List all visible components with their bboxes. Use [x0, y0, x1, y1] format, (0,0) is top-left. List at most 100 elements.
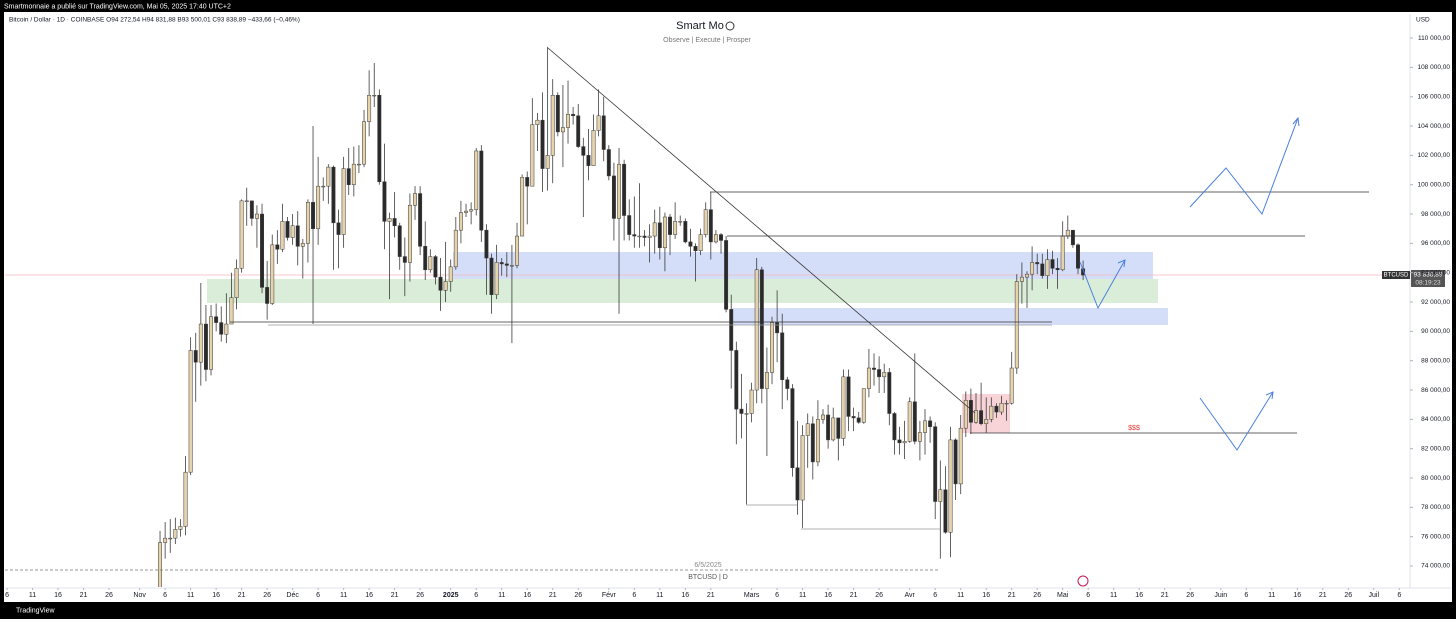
- x-tick-label: 21: [850, 592, 858, 599]
- candle-body: [311, 202, 315, 229]
- candle-body: [917, 432, 922, 442]
- candle-body: [433, 256, 438, 278]
- candle-body: [866, 367, 871, 389]
- projection-path: [1079, 259, 1126, 310]
- x-tick-label: 16: [1293, 592, 1301, 599]
- x-tick-label: 6: [1086, 592, 1090, 599]
- x-tick-label: 11: [957, 592, 964, 599]
- candle-body: [642, 235, 647, 238]
- candle-body: [790, 388, 795, 469]
- y-tick-label: 74 000,00: [1421, 563, 1450, 570]
- candle-body: [780, 332, 785, 381]
- candle-body: [1076, 244, 1080, 269]
- candle-body: [367, 94, 372, 122]
- candle-body: [453, 229, 458, 268]
- x-tick-label: 11: [29, 592, 36, 599]
- candle-body: [713, 234, 718, 243]
- x-tick-label: Juin: [1214, 592, 1227, 599]
- candle-body: [581, 146, 586, 156]
- candle-body: [464, 210, 468, 213]
- price-tag-price: 93 838,89: [1414, 272, 1443, 279]
- candle-body: [974, 410, 978, 423]
- candle-body: [989, 405, 994, 420]
- candle-body: [239, 200, 244, 269]
- candle-body: [1035, 262, 1040, 265]
- arrow-head: [1292, 116, 1300, 127]
- candle-body: [474, 150, 479, 210]
- candle-body: [586, 155, 591, 166]
- candle-body: [938, 489, 943, 502]
- y-tick-label: 88 000,00: [1421, 357, 1450, 364]
- candle-body: [560, 127, 565, 133]
- candle-body: [815, 419, 820, 463]
- candle-body: [418, 193, 423, 247]
- date-label: 6/5/2025: [694, 562, 721, 569]
- candle-body: [392, 218, 397, 227]
- candle-body: [1055, 268, 1060, 271]
- x-tick-label: Avr: [905, 592, 916, 599]
- candle-body: [627, 215, 632, 235]
- trend-line: [547, 47, 976, 414]
- x-tick-label: 6: [933, 592, 937, 599]
- candle-body: [270, 244, 275, 304]
- x-tick-label: 2025: [443, 592, 459, 599]
- x-tick-label: 21: [80, 592, 88, 599]
- candle-body: [168, 537, 173, 540]
- candle-body: [566, 114, 570, 128]
- candle-body: [611, 175, 616, 219]
- y-tick-label: 108 000,00: [1417, 64, 1450, 71]
- frame-left: [0, 12, 4, 602]
- candle-body: [285, 221, 290, 238]
- y-tick-label: 84 000,00: [1421, 416, 1450, 423]
- candle-body: [265, 287, 270, 304]
- candle-body: [841, 376, 846, 439]
- candle-body: [1065, 229, 1070, 237]
- y-tick-label: 98 000,00: [1421, 211, 1450, 218]
- candle-body: [754, 269, 759, 391]
- candle-body: [372, 94, 377, 97]
- x-tick-label: 6: [163, 592, 167, 599]
- x-tick-label: 11: [340, 592, 347, 599]
- candle-body: [183, 471, 188, 527]
- publisher-text: Smartmonnaie a publié sur TradingView.co…: [4, 3, 231, 10]
- candle-body: [249, 200, 254, 219]
- candle-body: [632, 234, 637, 237]
- candle-body: [994, 405, 999, 413]
- x-tick-label: 21: [391, 592, 399, 599]
- x-tick-label: 26: [1344, 592, 1352, 599]
- chart-subtitle: Observe | Execute | Prosper: [663, 37, 751, 44]
- y-tick-label: 102 000,00: [1417, 152, 1450, 159]
- candle-body: [356, 163, 361, 166]
- candle-body: [851, 416, 856, 419]
- x-tick-label: 26: [574, 592, 582, 599]
- candle-body: [260, 213, 264, 288]
- candle-body: [397, 225, 402, 257]
- candle-body: [729, 309, 734, 351]
- title-icon: [725, 21, 735, 31]
- candle-body: [1070, 229, 1075, 246]
- x-tick-label: 16: [681, 592, 689, 599]
- candle-body: [489, 257, 494, 295]
- candle-body: [550, 94, 555, 156]
- candle-body: [525, 177, 530, 187]
- candle-body: [198, 323, 203, 363]
- candle-body: [622, 163, 627, 216]
- candle-body: [423, 246, 428, 271]
- candle-body: [402, 256, 407, 263]
- liquidity-label: $$$: [1128, 425, 1140, 432]
- x-tick-label: Févr: [602, 592, 617, 599]
- symbol-label: BTCUSD | D: [688, 574, 728, 581]
- x-tick-label: 21: [1319, 592, 1327, 599]
- candle-body: [499, 262, 504, 265]
- candle-body: [999, 402, 1004, 413]
- x-tick-label: Juil: [1369, 592, 1380, 599]
- x-tick-label: 21: [707, 592, 715, 599]
- zone-box: [732, 308, 1168, 325]
- candle-body: [377, 94, 382, 183]
- candle-body: [683, 221, 688, 243]
- candle-body: [331, 166, 336, 224]
- candle-body: [897, 439, 902, 444]
- candle-body: [800, 435, 805, 501]
- y-tick-label: 110 000,00: [1418, 35, 1450, 42]
- candle-body: [1045, 259, 1050, 276]
